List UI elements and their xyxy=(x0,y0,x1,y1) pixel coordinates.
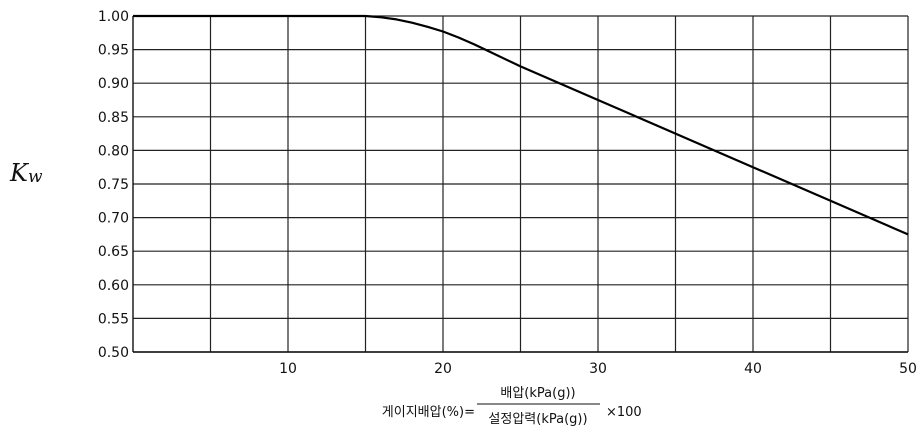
y-tick-label: 0.55 xyxy=(98,311,129,327)
series-group xyxy=(133,14,909,236)
y-tick-label: 0.85 xyxy=(98,110,129,126)
y-tick-label: 0.90 xyxy=(98,76,129,92)
x-tick-label: 10 xyxy=(279,361,297,377)
y-tick-label: 0.60 xyxy=(98,278,129,294)
axes xyxy=(132,16,908,353)
y-tick-label: 0.95 xyxy=(98,43,129,59)
x-tick-labels: 10 20 30 40 50 xyxy=(279,361,917,377)
x-tick-label: 40 xyxy=(744,361,762,377)
y-tick-label: 0.50 xyxy=(98,345,129,361)
formula-prefix: 게이지배압(%)= xyxy=(382,405,475,420)
formula-numerator: 배압(kPa(g)) xyxy=(500,386,575,401)
y-tick-labels: 0.50 0.55 0.60 0.65 0.70 0.75 0.80 0.85 0.90 0.95… xyxy=(98,9,129,361)
y-tick-label: 1.00 xyxy=(98,9,129,25)
y-axis-label-sub: w xyxy=(28,167,43,187)
series-line-kw xyxy=(133,14,909,236)
formula-suffix: ×100 xyxy=(606,405,642,420)
y-tick-label: 0.80 xyxy=(98,143,129,159)
y-tick-label: 0.65 xyxy=(98,244,129,260)
y-tick-label: 0.75 xyxy=(98,177,129,193)
x-tick-label: 30 xyxy=(589,361,607,377)
formula-denominator: 설정압력(kPa(g)) xyxy=(488,412,587,427)
x-tick-label: 50 xyxy=(899,361,917,377)
x-axis-formula: 게이지배압(%)= 배압(kPa(g)) 설정압력(kPa(g)) ×100 xyxy=(382,386,642,427)
y-axis-label-main: K xyxy=(9,159,30,187)
y-axis-label: Kw xyxy=(9,159,43,187)
y-tick-label: 0.70 xyxy=(98,211,129,227)
x-tick-label: 20 xyxy=(434,361,452,377)
